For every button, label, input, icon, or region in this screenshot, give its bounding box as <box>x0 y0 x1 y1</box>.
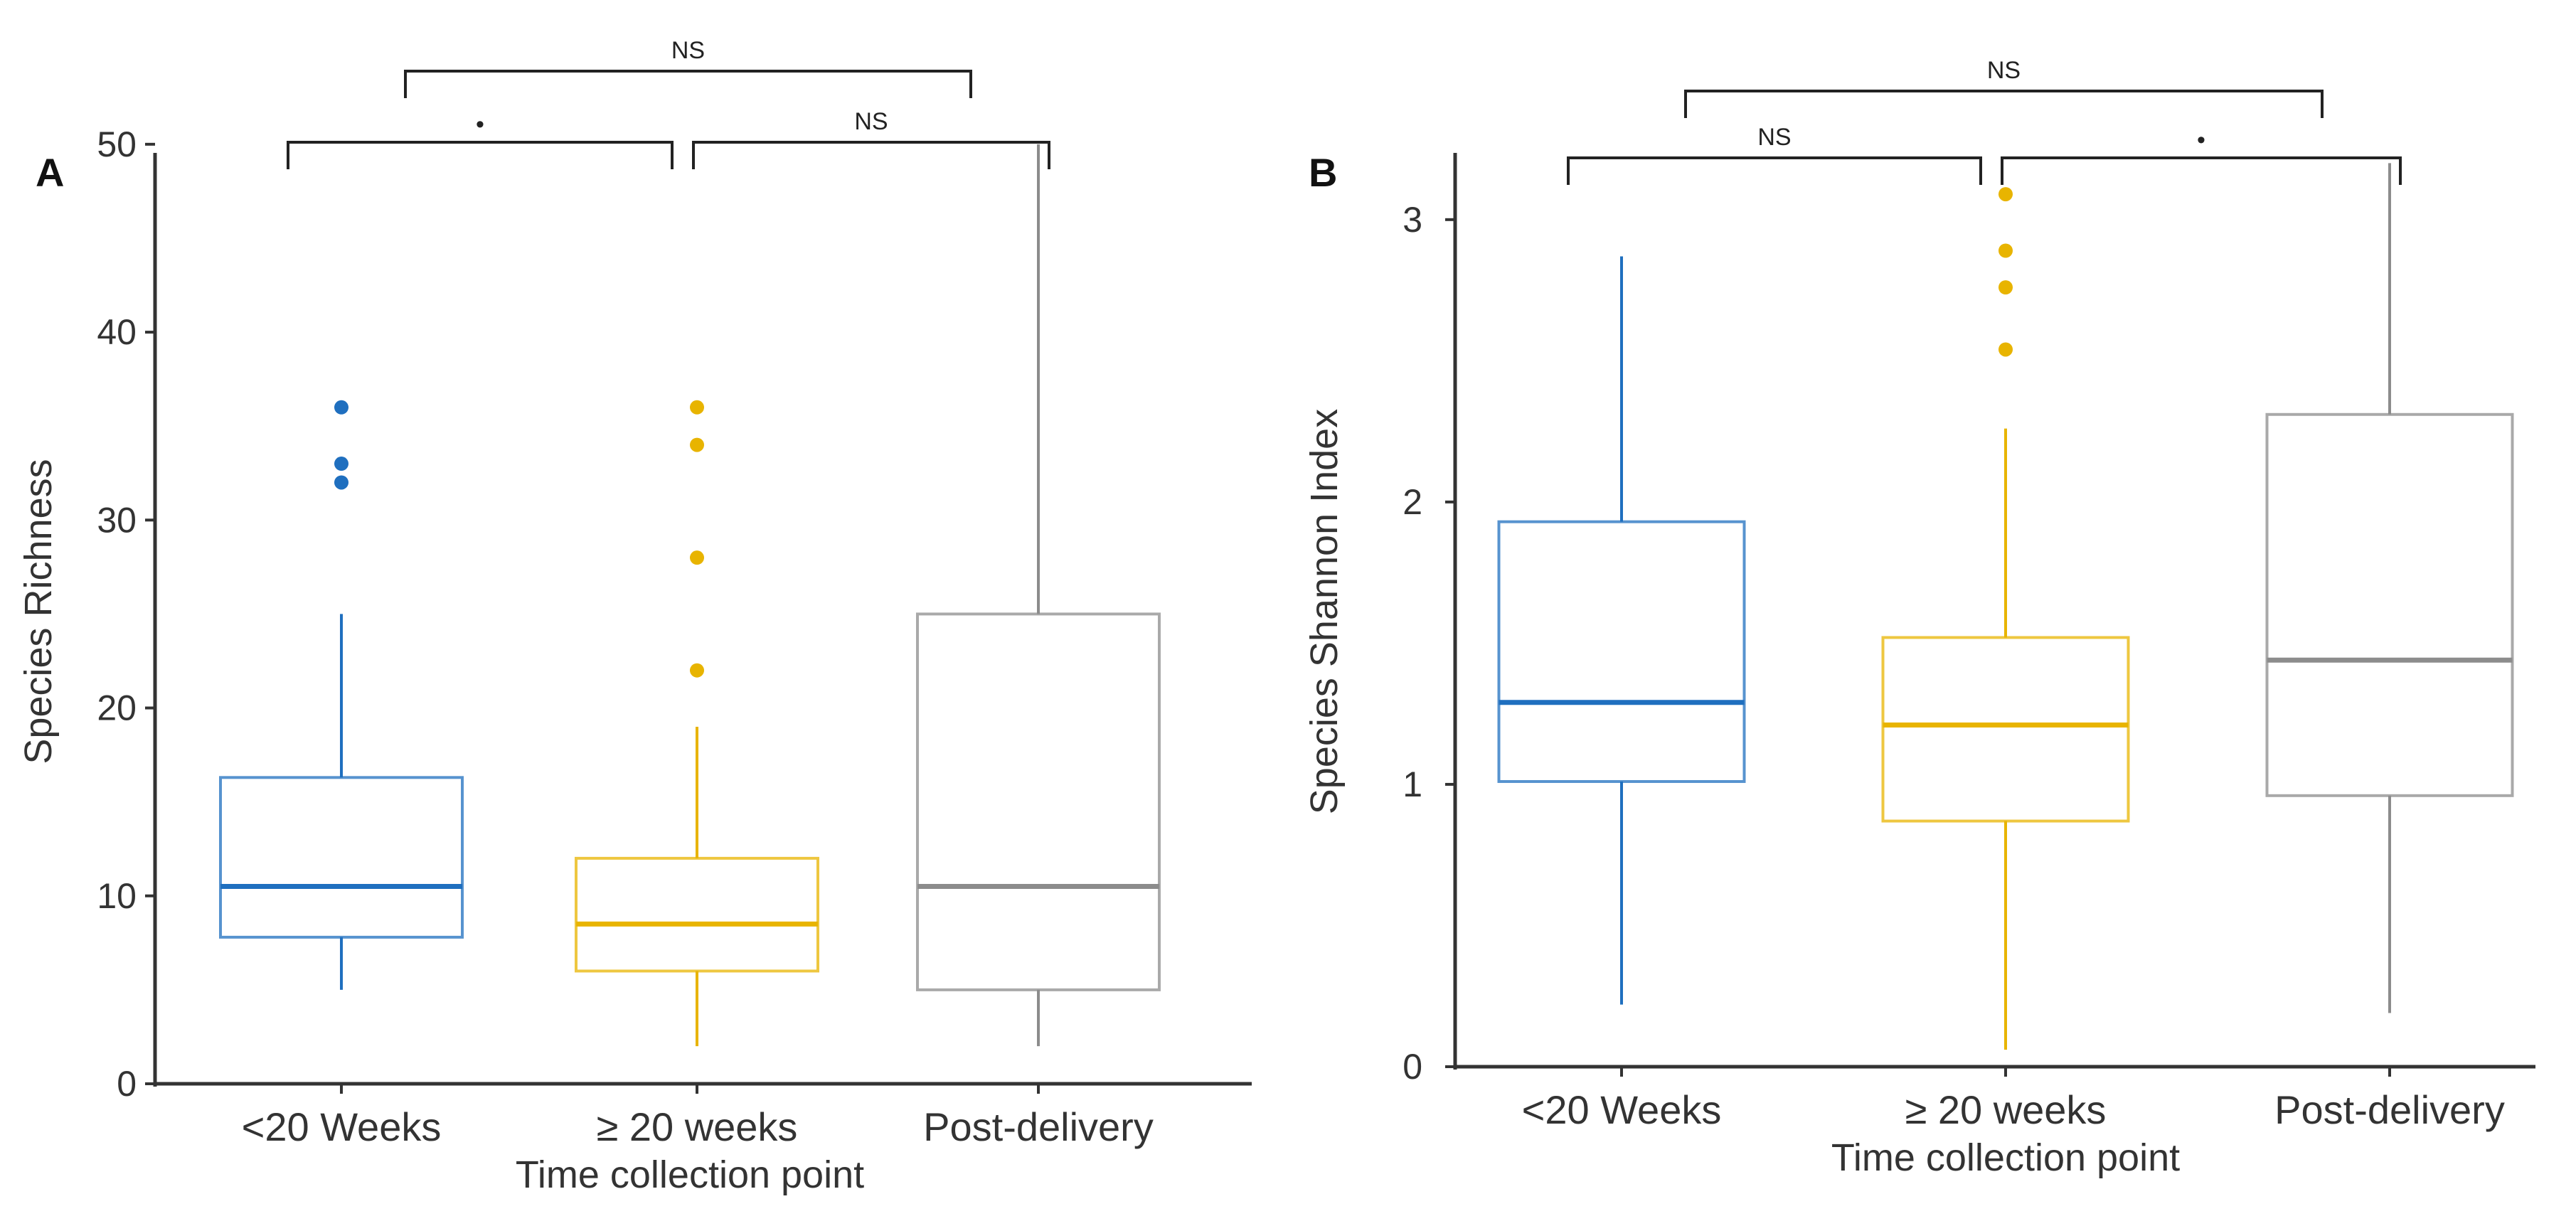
x-tick-label: Post-delivery <box>2274 1087 2505 1132</box>
outlier-point <box>1998 342 2013 357</box>
outlier-point <box>334 400 348 415</box>
x-tick-label: ≥ 20 weeks <box>1905 1087 2107 1132</box>
bracket-line <box>2001 156 2402 185</box>
significance-label: NS <box>671 37 705 64</box>
iqr-box <box>2265 412 2514 797</box>
iqr-box <box>916 612 1161 991</box>
outlier-point <box>334 457 348 471</box>
significance-bracket: NS <box>404 37 972 98</box>
x-tick-label: <20 Weeks <box>242 1104 442 1149</box>
y-axis-title: Species Richness <box>17 459 60 764</box>
y-tick-label: 0 <box>117 1064 137 1104</box>
significance-label: NS <box>1987 57 2021 84</box>
iqr-box <box>1881 636 2130 823</box>
outlier-point <box>1998 187 2013 202</box>
y-tick-label: 50 <box>97 124 137 164</box>
panel-tag: A <box>36 150 64 195</box>
outlier-point <box>690 437 704 452</box>
iqr-box <box>1497 520 1746 783</box>
x-tick-label: Post-delivery <box>923 1104 1154 1149</box>
outlier-point <box>1998 243 2013 258</box>
significance-bracket: • <box>287 111 674 169</box>
significance-label: • <box>476 111 484 138</box>
significance-bracket: • <box>2001 127 2402 185</box>
box-2 <box>1881 187 2130 1050</box>
panel-tag: B <box>1309 150 1337 195</box>
panel-a: A 0 10 20 30 40 50 Species Richness <20 Weeks ≥ 2… <box>17 37 1252 1196</box>
significance-label: NS <box>854 108 888 135</box>
iqr-box <box>575 856 819 973</box>
x-tick-label: <20 Weeks <box>1522 1087 1722 1132</box>
box-1 <box>219 400 464 990</box>
bracket-line <box>692 141 1050 169</box>
y-tick-label: 1 <box>1403 764 1422 804</box>
outlier-point <box>1998 280 2013 295</box>
y-tick-label: 30 <box>97 500 137 540</box>
x-tick-label: ≥ 20 weeks <box>597 1104 798 1149</box>
y-axis-title: Species Shannon Index <box>1303 409 1346 814</box>
panel-b: B 0 1 2 3 Species Shannon Index <20 Weeks ≥ 20 … <box>1303 57 2535 1179</box>
box-3 <box>2265 163 2514 1013</box>
box-2 <box>575 400 819 1047</box>
y-tick-label: 10 <box>97 876 137 916</box>
x-axis-title: Time collection point <box>1831 1136 2180 1179</box>
box-1 <box>1497 256 1746 1005</box>
y-tick-label: 20 <box>97 688 137 728</box>
significance-label: • <box>2197 127 2205 154</box>
outlier-point <box>690 550 704 565</box>
y-tick-label: 40 <box>97 312 137 352</box>
x-axis-title: Time collection point <box>516 1153 864 1196</box>
box-3 <box>916 144 1161 1047</box>
significance-label: NS <box>1757 124 1791 151</box>
bracket-line <box>1684 90 2324 118</box>
significance-bracket: NS <box>692 108 1050 169</box>
outlier-point <box>690 400 704 415</box>
significance-bracket: NS <box>1567 124 1982 185</box>
outlier-point <box>334 475 348 490</box>
outlier-point <box>690 663 704 678</box>
significance-bracket: NS <box>1684 57 2324 118</box>
iqr-box <box>219 776 464 939</box>
y-tick-label: 3 <box>1403 200 1422 240</box>
y-tick-label: 2 <box>1403 482 1422 522</box>
bracket-line <box>287 141 674 169</box>
bracket-line <box>404 70 972 98</box>
y-tick-label: 0 <box>1403 1047 1422 1087</box>
bracket-line <box>1567 156 1982 185</box>
